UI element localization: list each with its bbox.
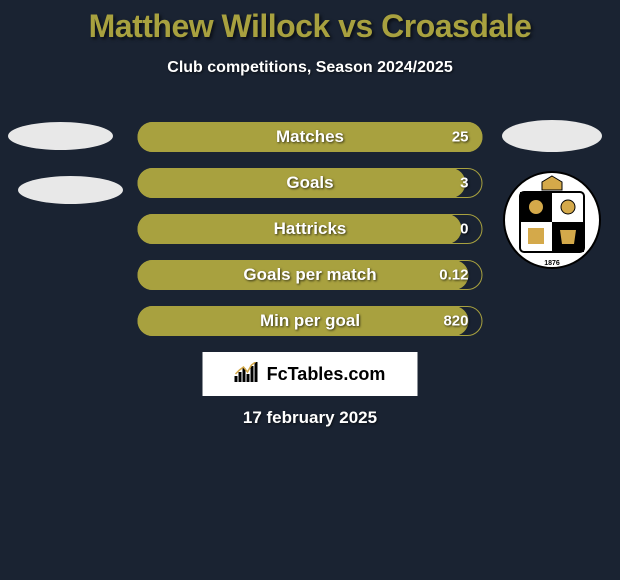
fctables-logo: FcTables.com: [203, 352, 418, 396]
stat-bar-row: Hattricks0: [138, 214, 483, 244]
stat-bar-label: Goals per match: [138, 265, 483, 285]
player-badge-placeholder-2: [18, 176, 123, 204]
stat-bar-value: 0.12: [439, 267, 468, 284]
stat-bar-row: Goals per match0.12: [138, 260, 483, 290]
stat-bar-row: Goals3: [138, 168, 483, 198]
stat-bar-value: 25: [452, 129, 469, 146]
stat-bar-label: Hattricks: [138, 219, 483, 239]
stat-bar-row: Matches25: [138, 122, 483, 152]
club-badge-placeholder: [502, 120, 602, 152]
page-title: Matthew Willock vs Croasdale: [0, 8, 620, 45]
stat-bar-value: 0: [460, 221, 468, 238]
container: Matthew Willock vs Croasdale Club compet…: [0, 0, 620, 580]
club-crest-icon: 1876: [502, 170, 602, 270]
player-badge-placeholder-1: [8, 122, 113, 150]
logo-text: FcTables.com: [267, 364, 386, 385]
logo-chart-icon: [235, 362, 261, 387]
stat-bar-label: Min per goal: [138, 311, 483, 331]
stat-bar-value: 820: [443, 313, 468, 330]
stat-bar-label: Matches: [138, 127, 483, 147]
date-label: 17 february 2025: [0, 408, 620, 428]
subtitle: Club competitions, Season 2024/2025: [0, 59, 620, 77]
stat-bar-row: Min per goal820: [138, 306, 483, 336]
svg-text:1876: 1876: [544, 260, 560, 267]
stat-bar-value: 3: [460, 175, 468, 192]
stat-bars: Matches25 Goals3 Hattricks0 Goals per match…: [138, 122, 483, 352]
stat-bar-label: Goals: [138, 173, 483, 193]
